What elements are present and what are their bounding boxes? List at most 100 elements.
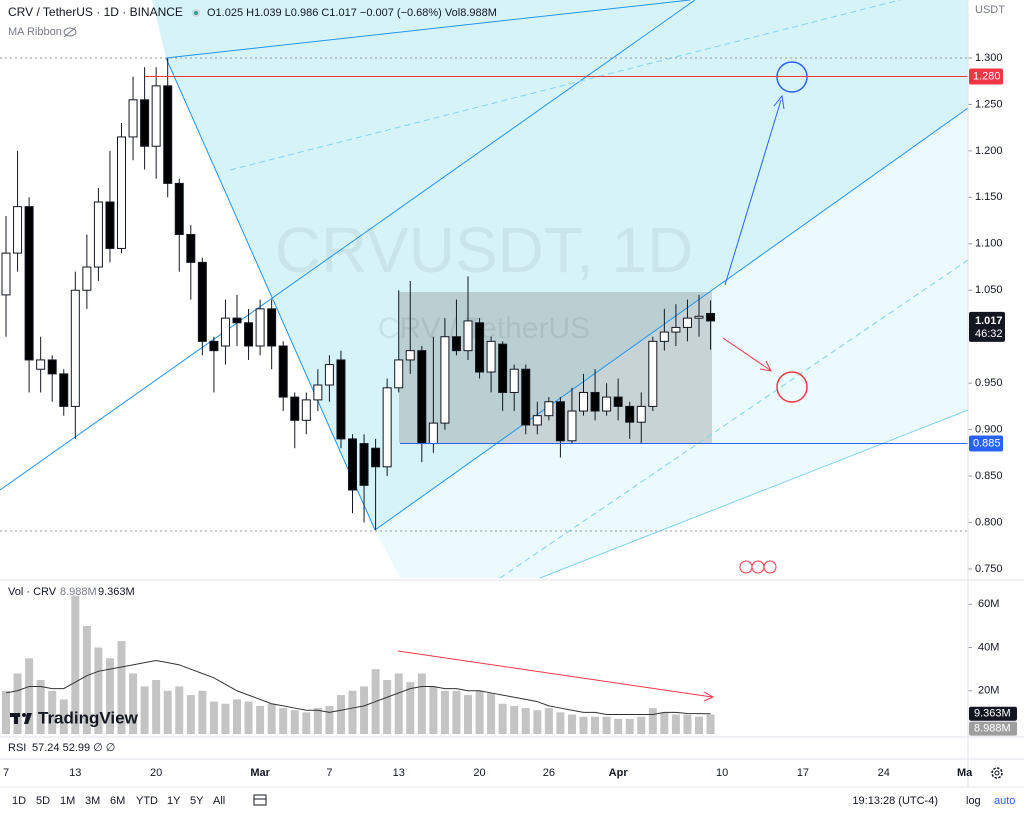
volume-bar — [637, 716, 646, 734]
x-tick-label: Mar — [250, 767, 270, 779]
candle-body — [174, 182, 184, 236]
volume-bar — [487, 692, 496, 734]
range-button[interactable]: 1D — [12, 795, 26, 807]
channel-fill — [152, 0, 968, 530]
clock[interactable]: 19:13:28 (UTC-4) — [852, 795, 938, 807]
volume-bar — [209, 701, 218, 734]
candle-body — [36, 359, 46, 370]
volume-bar — [464, 695, 473, 734]
y-tick-label: 0.950 — [975, 377, 1003, 389]
y-tick-label: 1.250 — [975, 98, 1003, 110]
y-tick-label: 0.900 — [975, 424, 1003, 436]
volume-bar — [48, 690, 57, 734]
volume-bar — [36, 679, 45, 734]
target-circle — [776, 371, 808, 403]
candle-body — [47, 359, 57, 375]
arrow-head — [773, 94, 785, 110]
countdown: 46:32 — [975, 328, 1003, 340]
volume-bar — [290, 710, 299, 734]
volume-axis-label: 8.988M — [974, 722, 1011, 734]
volume-bar — [579, 716, 588, 734]
candle-body — [428, 422, 438, 445]
event-flag[interactable] — [763, 560, 777, 574]
date-range-icon[interactable] — [253, 794, 267, 806]
volume-bar — [129, 673, 138, 734]
y-tick-label: 1.150 — [975, 191, 1003, 203]
volume-bar — [244, 701, 253, 734]
volume-bar — [429, 686, 438, 734]
event-flags — [739, 560, 777, 574]
settings-icon[interactable] — [991, 767, 1003, 779]
candle-body — [371, 447, 381, 468]
candle-body — [244, 322, 254, 347]
candle-body — [82, 266, 92, 291]
candle-body — [24, 206, 34, 361]
candle-body — [394, 359, 404, 389]
candle-body — [532, 415, 542, 426]
volume-bar — [648, 708, 657, 734]
range-button[interactable]: 1Y — [167, 795, 181, 807]
range-button[interactable]: 1M — [60, 795, 75, 807]
arrow-head — [759, 360, 772, 372]
channel-fill-lower — [375, 108, 968, 578]
volume-bar — [556, 712, 565, 734]
volume-bar — [521, 708, 530, 734]
candle-body — [117, 136, 127, 249]
fork-line — [165, 57, 376, 531]
candle-body — [463, 320, 473, 352]
log-toggle[interactable]: log — [966, 795, 981, 807]
candle-body — [186, 234, 196, 263]
candle-body — [602, 396, 612, 412]
price-label: 0.885 — [973, 437, 1001, 449]
logo: TradingView — [10, 708, 139, 727]
eye-icon[interactable] — [63, 27, 77, 37]
candle-body — [706, 312, 716, 322]
range-button[interactable]: All — [213, 795, 225, 807]
last-price: 1.017 — [975, 315, 1003, 327]
volume-bar — [440, 690, 449, 734]
price-label: 1.280 — [973, 70, 1001, 82]
candle-body — [567, 410, 577, 442]
x-tick-label: 20 — [150, 767, 162, 779]
volume-bar — [105, 658, 114, 734]
status-dot — [194, 11, 198, 15]
volume-bar — [267, 703, 276, 734]
volume-bar — [360, 686, 369, 734]
volume-bar — [140, 686, 149, 734]
x-tick-label: 20 — [473, 767, 485, 779]
event-flag[interactable] — [751, 560, 765, 574]
rsi-values: 57.24 52.99 ∅ ∅ — [32, 742, 115, 754]
rsi-name[interactable]: RSI — [8, 742, 26, 754]
range-button[interactable]: 5D — [36, 795, 50, 807]
eye-icon — [63, 26, 77, 38]
range-button[interactable]: 3M — [85, 795, 100, 807]
candle-body — [694, 315, 704, 319]
volume-bar — [313, 708, 322, 734]
volume-bar — [233, 699, 242, 734]
candle-body — [348, 438, 358, 491]
volume-bar — [452, 690, 461, 734]
range-button[interactable]: 6M — [110, 795, 125, 807]
auto-toggle[interactable]: auto — [994, 795, 1015, 807]
volume-bar — [614, 718, 623, 734]
x-tick-label: 13 — [393, 767, 405, 779]
volume-bar — [510, 705, 519, 734]
arrow-head — [703, 691, 715, 702]
y-tick-label: 0.750 — [975, 563, 1003, 575]
volume-value: 8.988M — [60, 586, 97, 598]
candle-body — [324, 364, 334, 386]
range-button[interactable]: 5Y — [190, 795, 204, 807]
indicator-name[interactable]: MA Ribbon — [8, 26, 62, 38]
currency-label[interactable]: USDT — [975, 4, 1005, 16]
event-flag[interactable] — [739, 560, 753, 574]
candle-body — [509, 368, 519, 393]
volume-title[interactable]: Vol · CRV — [8, 586, 57, 598]
x-tick-label: 24 — [878, 767, 890, 779]
volume-bar — [186, 695, 195, 734]
x-tick-label: 10 — [716, 767, 728, 779]
symbol-title[interactable]: CRV / TetherUS · 1D · BINANCE — [8, 5, 183, 19]
range-button[interactable]: YTD — [136, 795, 158, 807]
logo-mark — [22, 713, 26, 717]
last-price-box — [969, 311, 1005, 342]
candle-body — [521, 368, 531, 426]
